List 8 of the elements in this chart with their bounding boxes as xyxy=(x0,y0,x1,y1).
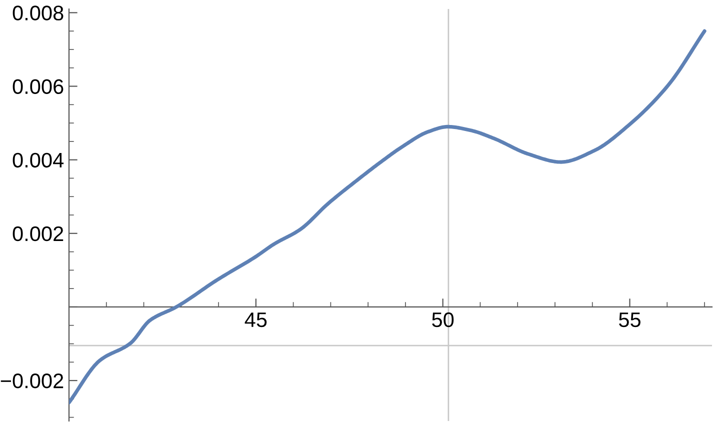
x-tick-label: 50 xyxy=(432,312,454,328)
y-tick-label: 0.002 xyxy=(12,226,64,242)
y-tick-label: 0.004 xyxy=(12,152,64,168)
y-tick-label: 0.008 xyxy=(12,6,64,20)
x-tick-label: 45 xyxy=(244,312,267,328)
y-tick-label: 0.006 xyxy=(12,79,64,94)
x-tick-label: 55 xyxy=(619,312,640,328)
y-tick-label: −0.002 xyxy=(0,374,64,388)
